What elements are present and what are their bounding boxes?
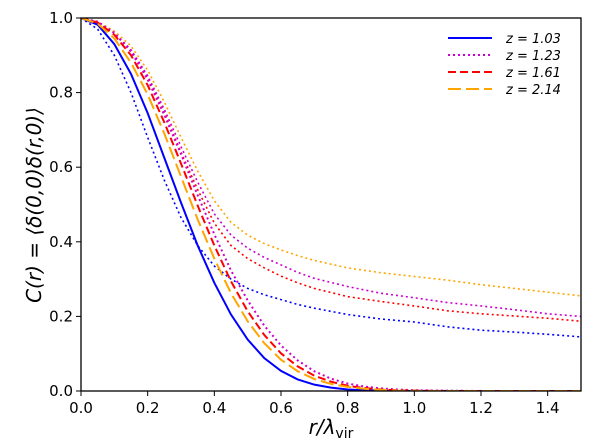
y-tick-label: 0.6 — [49, 158, 73, 176]
x-tick-label: 1.2 — [469, 399, 493, 417]
unlabeled-series-line-3 — [81, 18, 581, 318]
y-tick-label: 0.4 — [49, 233, 73, 251]
legend-label-4: z = 2.14 — [505, 83, 561, 98]
ticks-layer: 0.0 0.2 0.4 0.6 0.8 1.0 1.2 1.4 0.0 0.2 0.4 0.6 0.8 1… — [49, 9, 559, 417]
x-tick-label: 1.0 — [402, 399, 426, 417]
legend: z = 1.03 z = 1.23 z = 1.61 z = 2.14 — [448, 32, 561, 98]
plot-frame — [80, 17, 582, 392]
unlabeled-series-line-1 — [81, 18, 581, 338]
unlabeled-series-line-4 — [81, 18, 581, 297]
x-axis-label: r/λvir — [309, 415, 354, 441]
legend-label-3: z = 1.61 — [505, 66, 561, 81]
series-line-4 — [81, 18, 581, 391]
x-tick-label: 0.6 — [269, 399, 293, 417]
axis-labels: r/λvir C(r) = ⟨δ(0,0)δ(r,0)⟩ — [22, 107, 354, 442]
series-line-1 — [81, 18, 581, 391]
x-tick-label: 0.2 — [136, 399, 160, 417]
x-tick-label: 0.4 — [202, 399, 226, 417]
legend-label-1: z = 1.03 — [505, 32, 561, 47]
unlabeled-series-line-2 — [81, 18, 581, 323]
legend-label-2: z = 1.23 — [505, 49, 561, 64]
y-tick-label: 0.2 — [49, 307, 73, 325]
x-tick-label: 1.4 — [536, 399, 560, 417]
y-tick-label: 0.0 — [49, 382, 73, 400]
y-axis-label: C(r) = ⟨δ(0,0)δ(r,0)⟩ — [22, 107, 46, 303]
y-tick-label: 1.0 — [49, 9, 73, 27]
y-tick-label: 0.8 — [49, 84, 73, 102]
x-tick-label: 0.0 — [69, 399, 93, 417]
x-tick-label: 0.8 — [336, 399, 360, 417]
